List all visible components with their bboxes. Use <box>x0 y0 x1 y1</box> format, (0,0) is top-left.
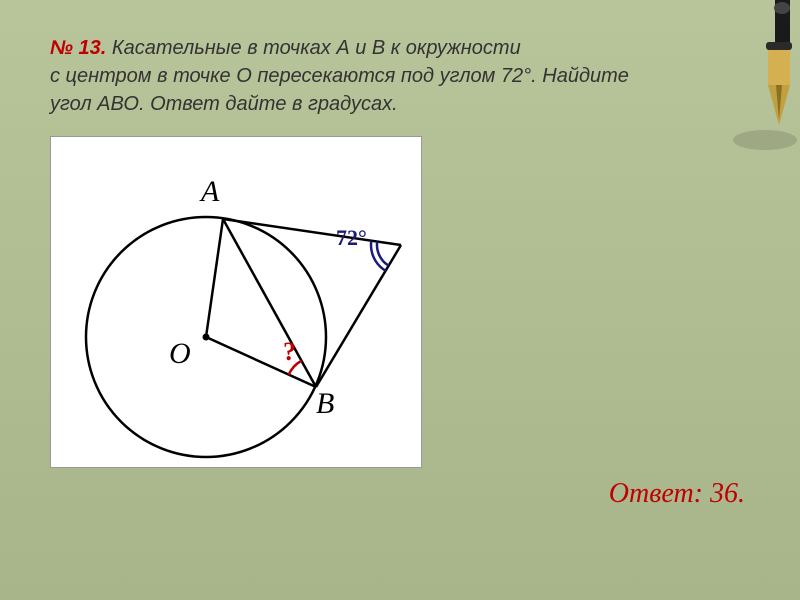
geometry-svg <box>51 137 421 467</box>
angle-72-label: 72° <box>336 225 367 251</box>
label-A: A <box>201 175 219 209</box>
label-B: B <box>316 387 334 421</box>
problem-number: № 13. <box>50 37 106 59</box>
label-O: O <box>169 337 191 371</box>
problem-statement: № 13. Касательные в точках А и В к окруж… <box>50 34 760 118</box>
question-mark: ? <box>283 337 296 367</box>
problem-line1: Касательные в точках А и В к окружности <box>106 37 520 59</box>
answer-text: Ответ: 36. <box>609 478 745 510</box>
problem-line3: угол АВО. Ответ дайте в градусах. <box>50 93 398 115</box>
problem-line2: с центром в точке О пересекаются под угл… <box>50 65 629 87</box>
geometry-figure: A B O 72° ? <box>50 136 422 468</box>
pen-decoration <box>690 0 800 170</box>
